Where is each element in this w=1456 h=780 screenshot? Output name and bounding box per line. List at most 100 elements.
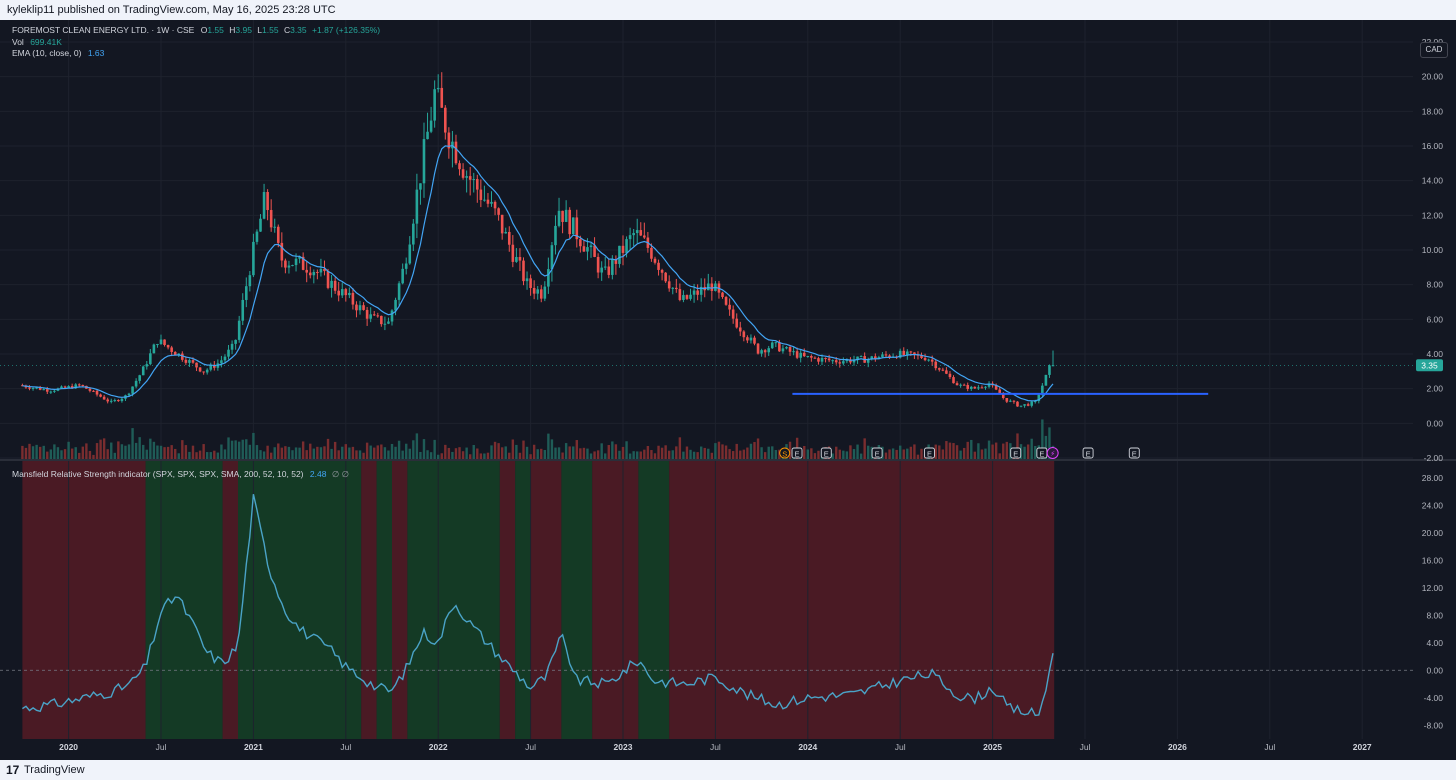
event-marker-label: E (1086, 449, 1091, 458)
volume-bar (529, 454, 532, 459)
volume-bar (401, 450, 404, 459)
current-event-marker-icon (1046, 447, 1059, 459)
candle-body (184, 359, 188, 363)
mrs-tick-label: 0.00 (1426, 665, 1443, 675)
candle-body (369, 314, 372, 319)
candle-body (227, 349, 230, 357)
publish-info: kyleklip11 published on TradingView.com,… (7, 4, 336, 16)
event-marker-frame[interactable] (1082, 447, 1094, 459)
candle-body (539, 289, 543, 299)
volume-bar (337, 450, 340, 459)
ema-label: EMA (10, close, 0) (12, 48, 82, 58)
volume-bar (547, 433, 550, 459)
mrs-tick-label: 8.00 (1426, 610, 1443, 620)
candle-body (113, 400, 117, 402)
time-tick-label: 2026 (1168, 742, 1187, 752)
volume-bar (174, 448, 177, 459)
event-marker-frame[interactable] (871, 447, 883, 459)
volume-bar (127, 444, 131, 459)
volume-bar (259, 450, 262, 459)
event-marker-frame[interactable] (1010, 447, 1022, 459)
volume-bar (550, 439, 554, 459)
candle-body (255, 231, 259, 242)
volume-bar (749, 443, 753, 459)
candle-body (397, 283, 401, 300)
volume-bar (934, 444, 937, 459)
event-marker-frame[interactable] (779, 447, 791, 459)
current-event-marker-label: ⚡ (1050, 450, 1055, 458)
volume-bar (835, 446, 838, 459)
candle-body (223, 356, 227, 361)
volume-bar (845, 451, 849, 459)
candle-body (95, 390, 99, 395)
event-marker-frame[interactable] (924, 447, 935, 459)
candle-body (465, 176, 468, 178)
candle-body (749, 337, 753, 341)
volume-bar (341, 446, 344, 459)
volume-bar (1041, 419, 1044, 459)
volume-bar (348, 447, 351, 459)
volume-bar (703, 447, 706, 459)
candle-body (483, 199, 486, 201)
candle-body (937, 368, 941, 370)
event-marker-frame[interactable] (791, 447, 803, 459)
high-value: 3.95 (235, 25, 252, 35)
price-tick-label: 14.00 (1422, 176, 1444, 186)
candle-body (650, 247, 653, 259)
time-tick-label: 2020 (59, 742, 78, 752)
candle-body (134, 380, 138, 387)
candle-body (60, 386, 63, 389)
candle-body (1037, 394, 1041, 402)
event-marker-frame[interactable] (1128, 447, 1140, 459)
volume-bar (945, 441, 948, 459)
candle-body (280, 242, 284, 261)
high-label: H (229, 25, 236, 35)
chart-area[interactable]: SEEEEEEEE⚡22.0020.0018.0016.0014.0012.00… (0, 20, 1456, 760)
volume-bar (948, 442, 952, 459)
currency-badge[interactable]: CAD (1420, 42, 1448, 58)
volume-bar (863, 438, 866, 459)
price-tick-label: 10.00 (1422, 245, 1444, 255)
volume-bar (522, 440, 525, 459)
volume-bar (358, 450, 362, 459)
candle-body (127, 393, 131, 396)
volume-bar (323, 446, 326, 459)
mrs-tick-label: 20.00 (1422, 528, 1444, 538)
volume-bar (46, 451, 49, 459)
volume-bar (1016, 433, 1019, 459)
candle-body (913, 352, 916, 355)
volume-bar (88, 450, 92, 459)
volume-bar (902, 449, 905, 459)
volume-bar (916, 454, 920, 459)
volume-bar (991, 444, 994, 459)
volume-bar (220, 444, 223, 459)
candle-body (778, 342, 781, 352)
candle-body (408, 244, 412, 264)
price-chart-svg[interactable]: SEEEEEEEE⚡22.0020.0018.0016.0014.0012.00… (0, 20, 1456, 760)
volume-bar (564, 443, 568, 459)
volume-bar (405, 443, 408, 459)
candle-body (831, 360, 834, 362)
volume-bar (525, 446, 529, 459)
event-marker-frame[interactable] (820, 447, 832, 459)
volume-bar (596, 450, 600, 459)
candle-body (77, 384, 81, 386)
volume-bar (134, 442, 138, 459)
time-tick-label: Jul (156, 742, 167, 752)
time-tick-label: Jul (710, 742, 721, 752)
price-tick-label: -2.00 (1424, 453, 1444, 463)
volume-bar (245, 439, 248, 459)
volume-bar (156, 445, 159, 459)
candle-body (273, 226, 277, 228)
volume-bar (277, 443, 280, 459)
volume-bar (70, 448, 74, 459)
volume-bar (312, 448, 316, 459)
mrs-label: Mansfield Relative Strength indicator (S… (12, 469, 304, 479)
volume-bar (767, 446, 770, 459)
candle-body (230, 343, 234, 350)
mrs-zone-7 (407, 461, 500, 739)
candle-body (234, 339, 237, 344)
volume-bar (468, 454, 472, 459)
candle-body (202, 371, 205, 373)
volume-bar (724, 445, 728, 459)
